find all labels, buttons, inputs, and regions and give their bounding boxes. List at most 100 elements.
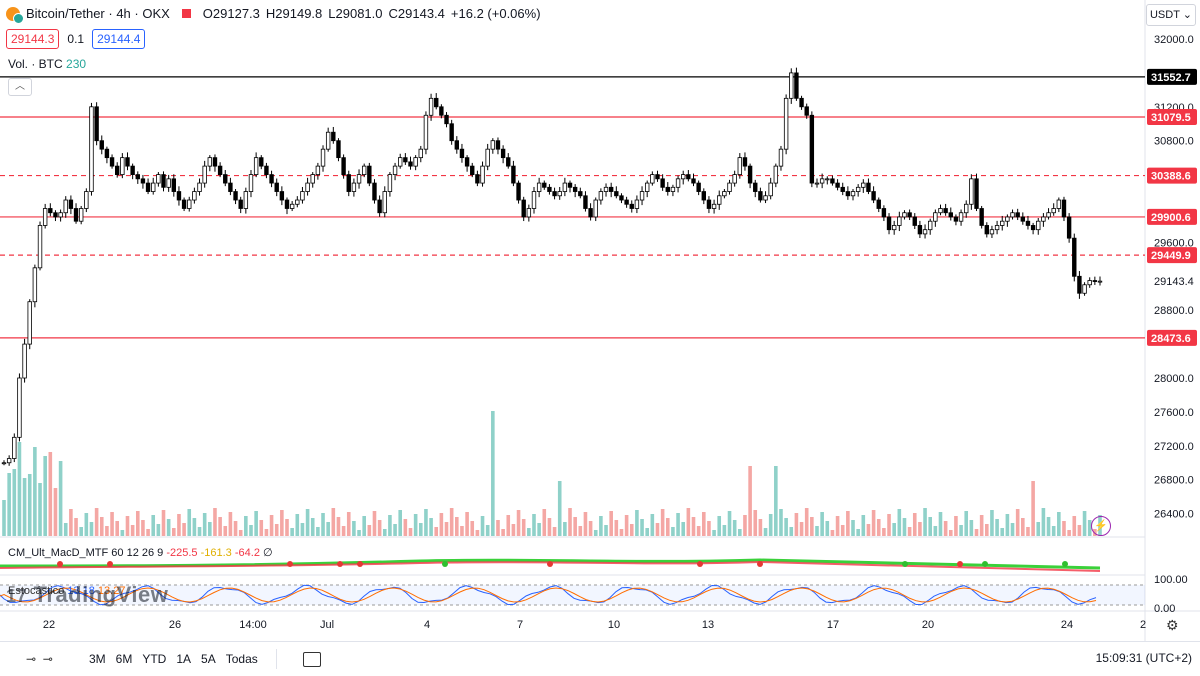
lightning-icon[interactable]: ⚡ bbox=[1091, 516, 1111, 536]
candle-body bbox=[372, 182, 377, 201]
stochastic-name[interactable]: Estocástico bbox=[8, 585, 65, 597]
volume-bar bbox=[979, 515, 984, 536]
volume-bar bbox=[326, 522, 330, 536]
volume-bar bbox=[912, 513, 917, 536]
candle-body bbox=[295, 199, 300, 205]
candle-body bbox=[974, 178, 979, 209]
volume-bar bbox=[43, 456, 47, 536]
price-level-label: 29449.9 bbox=[1151, 250, 1191, 262]
volume-legend: Vol. · BTC 230 bbox=[8, 57, 86, 71]
volume-bar bbox=[491, 411, 495, 536]
candle-body bbox=[351, 182, 357, 192]
candle-body bbox=[475, 174, 480, 184]
currency-selector[interactable]: USDT ⌄ bbox=[1146, 4, 1196, 26]
candle-body bbox=[145, 182, 151, 192]
volume-bar bbox=[22, 478, 27, 536]
candle-body bbox=[392, 165, 398, 175]
volume-bar bbox=[593, 530, 598, 536]
candle-body bbox=[516, 182, 521, 201]
candle-body bbox=[58, 212, 63, 218]
candle-body bbox=[1056, 199, 1062, 209]
candle-body bbox=[202, 165, 207, 184]
macd-cross-dot bbox=[902, 561, 908, 567]
chevron-up-icon[interactable]: ︿ bbox=[8, 78, 32, 96]
candle-body bbox=[773, 165, 779, 184]
volume-bar bbox=[120, 530, 125, 536]
volume-bar bbox=[599, 516, 603, 536]
candles bbox=[1, 67, 1103, 466]
range-all[interactable]: Todas bbox=[225, 652, 258, 666]
buy-button[interactable]: 29144.4 bbox=[92, 29, 146, 49]
candle-body bbox=[418, 148, 423, 159]
candle-body bbox=[814, 182, 820, 185]
stochastic-pane: 100.00 0.00 bbox=[0, 574, 1188, 615]
candle-body bbox=[1061, 199, 1067, 218]
candle-body bbox=[855, 186, 861, 192]
time-tick-label: 14:00 bbox=[239, 619, 267, 631]
range-ytd[interactable]: YTD bbox=[142, 652, 167, 666]
sell-button[interactable]: 29144.3 bbox=[6, 29, 60, 49]
candle-body bbox=[624, 199, 629, 205]
volume-bar bbox=[547, 518, 552, 536]
volume-bar bbox=[892, 523, 896, 536]
candle-body bbox=[53, 212, 58, 218]
macd-name[interactable]: CM_Ult_MacD_MTF 60 12 26 9 bbox=[8, 547, 164, 559]
candle-body bbox=[99, 140, 104, 150]
range-slider[interactable]: ⊸ ⊸ bbox=[26, 652, 53, 666]
volume-bar bbox=[696, 526, 701, 536]
candle-body bbox=[665, 186, 670, 192]
candle-body bbox=[819, 178, 825, 184]
volume-bar bbox=[1057, 512, 1061, 536]
volume-bar bbox=[141, 520, 145, 536]
candle-body bbox=[73, 208, 79, 222]
volume-bar bbox=[521, 519, 526, 536]
volume-bar bbox=[635, 510, 639, 536]
spread-value: 0.1 bbox=[67, 32, 85, 46]
candle-body bbox=[866, 182, 871, 192]
volume-bar bbox=[218, 517, 222, 536]
candle-body bbox=[423, 114, 429, 150]
volume-bar bbox=[310, 518, 315, 536]
clock-time[interactable]: 15:09:31 (UTC+2) bbox=[1095, 651, 1192, 665]
volume-bar bbox=[774, 466, 778, 536]
candle-body bbox=[691, 178, 696, 184]
volume-bar bbox=[254, 511, 258, 536]
candle-body bbox=[583, 195, 588, 209]
volume-bar bbox=[280, 510, 284, 536]
candle-body bbox=[1010, 212, 1015, 218]
candle-body bbox=[588, 208, 593, 218]
tradingview-logo: 17 TradingView bbox=[6, 582, 169, 607]
candle-body bbox=[500, 148, 506, 159]
symbol-title[interactable]: Bitcoin/Tether · 4h · OKX bbox=[26, 6, 170, 21]
volume-bar bbox=[89, 522, 94, 536]
volume-bar bbox=[758, 519, 763, 536]
candle-body bbox=[259, 157, 264, 167]
candle-body bbox=[336, 140, 341, 159]
volume-bar bbox=[856, 529, 860, 536]
candle-body bbox=[912, 216, 917, 226]
time-tick-label: 10 bbox=[608, 619, 620, 631]
range-5y[interactable]: 5A bbox=[201, 652, 216, 666]
macd-cross-dot bbox=[337, 561, 343, 567]
time-tick-label: 26 bbox=[169, 619, 181, 631]
candle-body bbox=[619, 195, 624, 201]
range-3m[interactable]: 3M bbox=[89, 652, 106, 666]
calendar-range-icon[interactable] bbox=[302, 651, 321, 667]
range-1y[interactable]: 1A bbox=[176, 652, 192, 666]
volume-bar bbox=[208, 522, 212, 536]
volume-bar bbox=[130, 525, 135, 536]
volume-bar bbox=[727, 511, 732, 536]
last-price-label: 29143.4 bbox=[1154, 276, 1194, 288]
volume-bar bbox=[604, 525, 608, 536]
candle-body bbox=[989, 229, 995, 235]
candle-body bbox=[22, 343, 27, 379]
macd-cross-dot bbox=[957, 561, 963, 567]
volume-bar bbox=[1005, 514, 1010, 536]
range-6m[interactable]: 6M bbox=[115, 652, 133, 666]
volume-bar bbox=[563, 522, 567, 536]
volume-bar bbox=[99, 517, 104, 536]
time-tick-label: 2 bbox=[1140, 619, 1146, 631]
gear-icon[interactable]: ⚙ bbox=[1166, 617, 1179, 633]
chart-canvas[interactable]: 100.000.00 32000.031200.030800.029600.02… bbox=[0, 0, 1200, 641]
volume-bar bbox=[1026, 527, 1030, 536]
